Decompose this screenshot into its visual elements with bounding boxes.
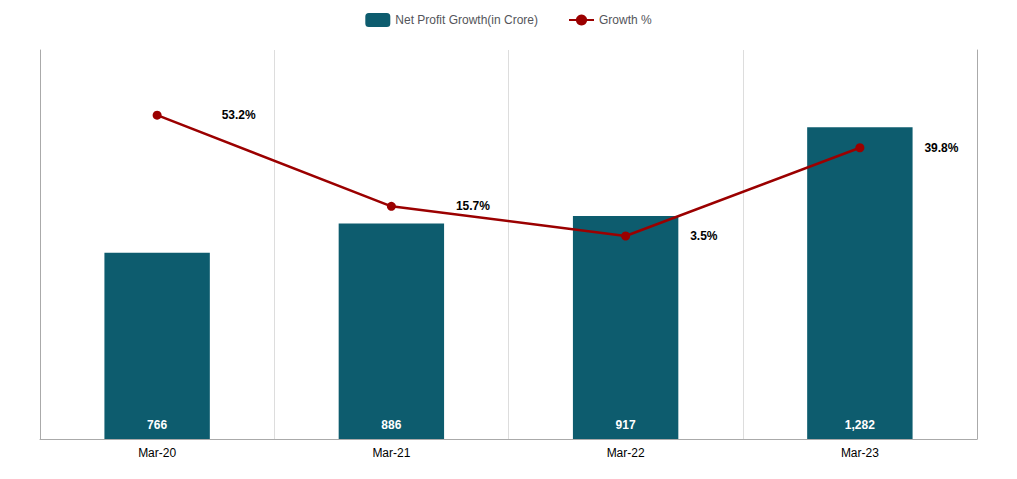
svg-text:Mar-22: Mar-22	[607, 446, 645, 460]
svg-text:766: 766	[147, 418, 167, 432]
svg-text:Net Profit Growth(in Crore): Net Profit Growth(in Crore)	[395, 13, 538, 27]
svg-text:Mar-20: Mar-20	[138, 446, 176, 460]
svg-text:39.8%: 39.8%	[924, 141, 958, 155]
svg-text:Growth %: Growth %	[599, 13, 652, 27]
svg-text:Mar-21: Mar-21	[372, 446, 410, 460]
svg-text:Mar-23: Mar-23	[841, 446, 879, 460]
svg-text:53.2%: 53.2%	[222, 108, 256, 122]
svg-text:3.5%: 3.5%	[690, 229, 718, 243]
svg-text:886: 886	[381, 418, 401, 432]
svg-text:15.7%: 15.7%	[456, 199, 490, 213]
svg-text:917: 917	[616, 418, 636, 432]
svg-text:1,282: 1,282	[845, 418, 875, 432]
